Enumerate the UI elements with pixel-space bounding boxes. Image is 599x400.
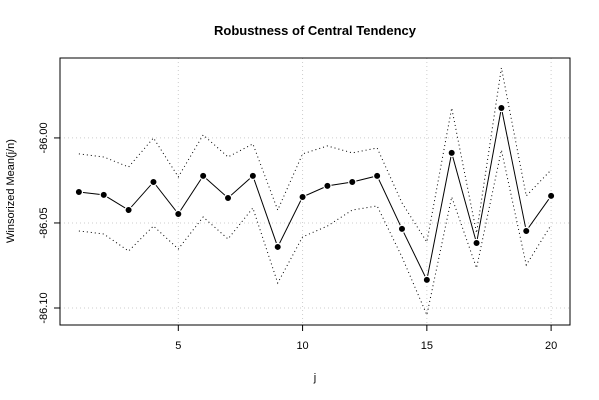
- data-point: [149, 177, 158, 187]
- series-line: [78, 107, 552, 282]
- y-tick-label: -86.05: [38, 207, 50, 238]
- series-line: [78, 149, 552, 317]
- data-point: [522, 226, 531, 236]
- y-tick-label: -86.00: [38, 122, 50, 153]
- x-tick-label: 10: [296, 340, 308, 352]
- series-line: [78, 67, 552, 244]
- data-point: [223, 193, 233, 203]
- data-point: [348, 177, 357, 187]
- data-point: [546, 191, 556, 201]
- x-tick-label: 20: [545, 340, 557, 352]
- data-point: [472, 238, 481, 248]
- x-axis-label: j: [313, 372, 316, 384]
- data-point: [198, 171, 208, 181]
- data-point: [124, 205, 133, 215]
- plot-frame: [59, 57, 571, 326]
- data-point: [74, 187, 84, 197]
- x-tick-label: 5: [175, 340, 181, 352]
- data-point: [447, 148, 456, 158]
- chart-title: Robustness of Central Tendency: [214, 23, 417, 38]
- data-point: [397, 224, 407, 234]
- data-point: [323, 181, 332, 191]
- data-point: [99, 190, 108, 200]
- data-point: [174, 209, 183, 219]
- data-point: [248, 171, 258, 181]
- data-point: [372, 171, 382, 181]
- data-point: [273, 242, 282, 252]
- data-point: [497, 103, 506, 113]
- y-tick-label: -86.10: [38, 292, 50, 323]
- data-point: [422, 275, 432, 285]
- x-tick-label: 15: [421, 340, 433, 352]
- y-axis-label: Winsorized Mean(j/n): [5, 139, 17, 243]
- data-point: [298, 192, 307, 202]
